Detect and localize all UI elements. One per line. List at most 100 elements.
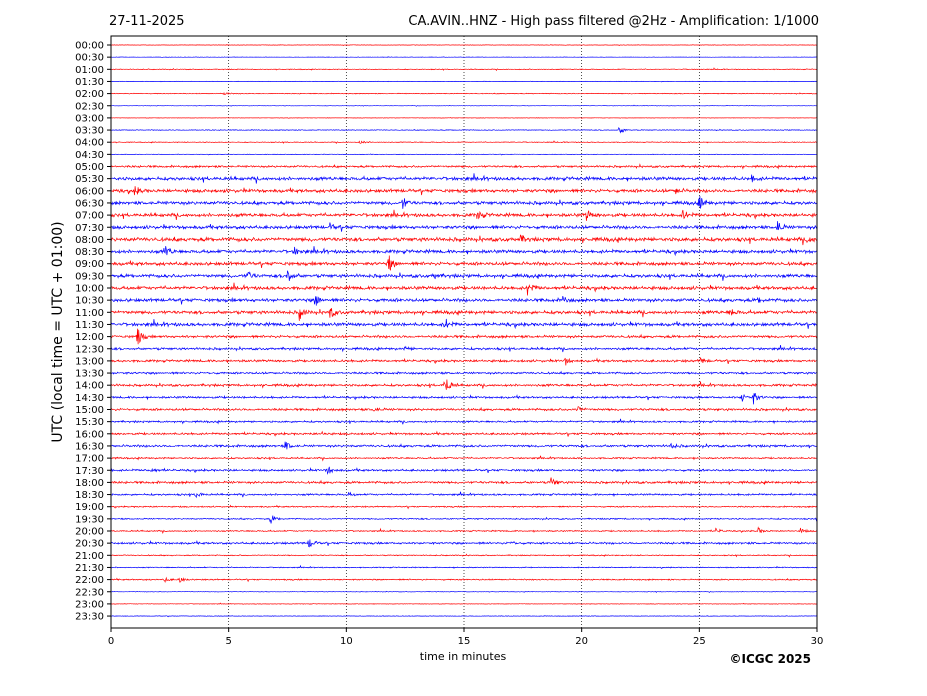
y-tick-label: 19:00 [75,502,104,513]
y-tick-label: 20:00 [75,527,104,538]
y-tick-label: 17:00 [75,454,104,465]
trace-00:00 [110,44,817,46]
trace-23:30 [110,615,818,618]
y-tick-label: 07:00 [75,211,104,222]
y-tick-label: 16:30 [75,441,104,452]
y-tick-label: 22:00 [75,575,104,586]
trace-23:00 [110,602,818,605]
trace-15:00 [110,406,817,413]
y-tick-label: 06:30 [75,198,104,209]
y-tick-label: 15:30 [75,417,104,428]
y-tick-label: 15:00 [75,405,104,416]
trace-00:30 [111,56,818,58]
y-tick-label: 08:00 [75,235,104,246]
trace-14:00 [110,379,818,390]
y-tick-label: 13:00 [75,356,104,367]
x-tick-label: 15 [458,636,471,647]
trace-06:00 [110,186,818,196]
y-tick-label: 01:00 [75,65,104,76]
trace-16:00 [110,430,818,437]
trace-19:00 [110,504,818,510]
x-axis-ticks: 0 5 10 15 20 25 30 [108,628,824,647]
trace-02:30 [110,104,818,107]
vertical-gridlines [228,36,700,628]
y-tick-label: 00:30 [75,53,104,64]
y-axis-label: UTC (local time = UTC + 01:00) [50,221,66,442]
trace-15:30 [110,418,818,425]
seismic-traces [110,44,818,618]
y-tick-label: 08:30 [75,247,104,258]
trace-16:30 [110,441,818,450]
trace-11:00 [110,308,818,321]
trace-14:30 [110,392,818,405]
trace-09:30 [110,270,818,282]
trace-04:00 [110,140,818,144]
y-tick-label: 20:30 [75,539,104,550]
trace-20:30 [110,539,818,548]
y-tick-label: 07:30 [75,223,104,234]
trace-01:30 [110,80,818,83]
copyright-label: ©ICGC 2025 [729,652,811,666]
x-axis-label: time in minutes [420,650,507,663]
y-tick-label: 02:00 [75,89,104,100]
y-tick-label: 09:00 [75,259,104,270]
y-tick-label: 03:30 [75,126,104,137]
trace-13:30 [110,370,817,376]
y-tick-label: 23:30 [75,612,104,623]
plot-frame [110,35,818,629]
trace-19:30 [110,515,818,524]
trace-17:00 [110,455,818,462]
y-tick-label: 17:30 [75,466,104,477]
trace-21:00 [110,553,818,558]
x-tick-label: 0 [108,636,114,647]
y-tick-label: 14:00 [75,381,104,392]
trace-17:30 [110,466,818,475]
y-tick-label: 06:00 [75,186,104,197]
trace-08:30 [110,246,818,257]
trace-05:30 [110,173,818,184]
trace-04:30 [111,153,818,156]
y-tick-label: 19:30 [75,514,104,525]
trace-10:00 [110,282,818,296]
trace-13:00 [110,356,818,366]
y-tick-label: 04:30 [75,150,104,161]
trace-07:00 [110,209,818,221]
trace-18:00 [110,477,818,486]
y-tick-label: 12:30 [75,344,104,355]
y-tick-label: 10:00 [75,284,104,295]
y-tick-label: 23:00 [75,599,104,610]
x-tick-label: 30 [811,636,824,647]
trace-01:00 [111,67,818,72]
trace-18:30 [110,491,818,499]
chart-title: CA.AVIN..HNZ - High pass filtered @2Hz -… [408,14,819,29]
y-tick-label: 05:00 [75,162,104,173]
y-tick-label: 11:30 [75,320,104,331]
x-tick-label: 25 [693,636,706,647]
y-tick-label: 11:00 [75,308,104,319]
trace-03:00 [111,117,818,119]
y-tick-label: 10:30 [75,296,104,307]
y-tick-label: 14:30 [75,393,104,404]
y-tick-label: 13:30 [75,369,104,380]
trace-22:00 [110,576,818,583]
y-tick-label: 03:00 [75,113,104,124]
trace-21:30 [110,564,818,570]
y-tick-label: 05:30 [75,174,104,185]
trace-09:00 [110,255,818,271]
trace-06:30 [110,195,818,209]
y-tick-label: 18:30 [75,490,104,501]
y-tick-label: 04:00 [75,138,104,149]
x-tick-label: 20 [575,636,588,647]
y-tick-label: 09:30 [75,271,104,282]
trace-12:00 [110,328,818,345]
y-tick-label: 01:30 [75,77,104,88]
trace-12:30 [110,345,818,353]
y-tick-label: 16:00 [75,429,104,440]
trace-10:30 [110,296,818,306]
y-tick-label: 22:30 [75,587,104,598]
y-tick-label: 21:00 [75,551,104,562]
trace-11:30 [110,318,818,330]
trace-03:30 [111,127,817,134]
